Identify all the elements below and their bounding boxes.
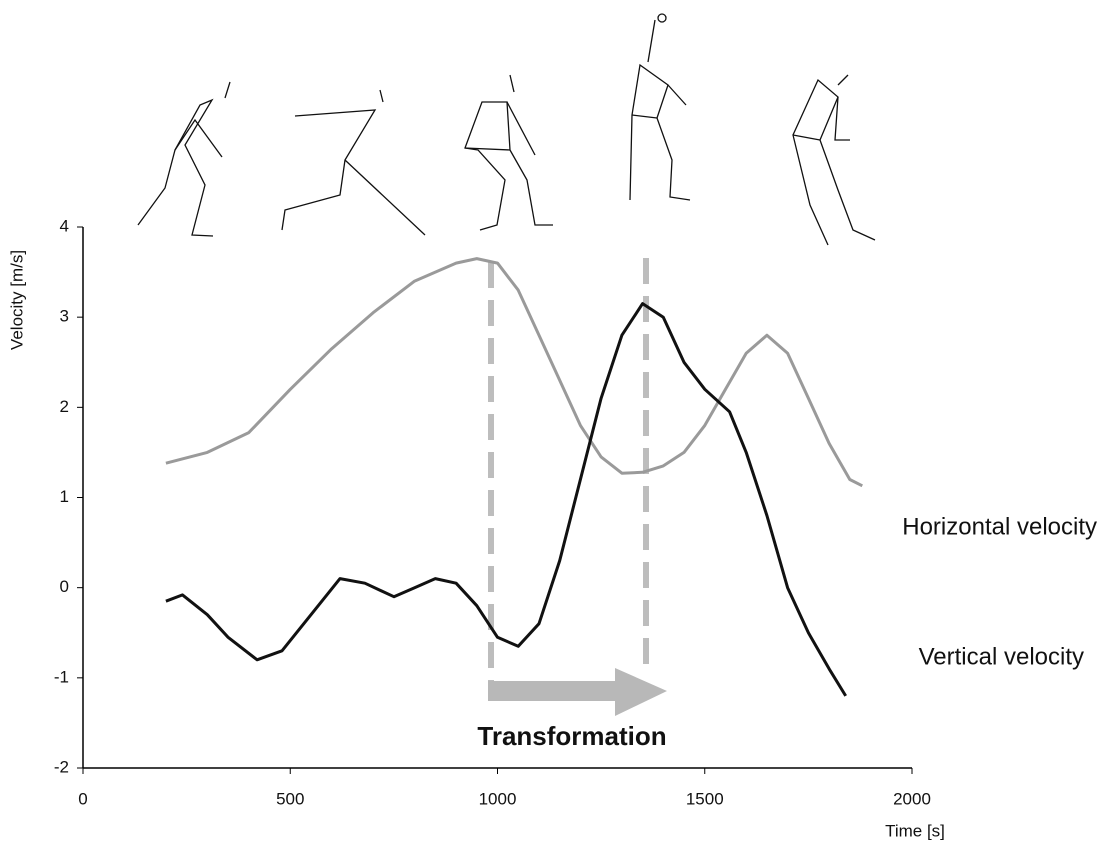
y-tick-label: -2 [54,757,69,776]
y-tick-label: 3 [60,307,69,326]
y-axis-title: Velocity [m/s] [7,250,26,350]
y-tick-label: 4 [60,216,69,235]
x-axis-title: Time [s] [885,821,945,840]
y-tick-label: 2 [60,397,69,416]
x-tick-label: 1000 [479,789,517,808]
annotation: Transformation [477,721,666,751]
transformation-arrow [488,668,667,716]
series-line [165,257,863,488]
y-tick-label: 1 [60,487,69,506]
y-tick-label: 0 [60,577,69,596]
x-tick-label: 500 [276,789,304,808]
x-tick-label: 1500 [686,789,724,808]
x-tick-label: 2000 [893,789,931,808]
y-tick-label: -1 [54,667,69,686]
series-label: Horizontal velocity [902,513,1097,540]
stick-figures [137,13,876,246]
series-label: Vertical velocity [919,643,1084,670]
x-tick-label: 0 [78,789,87,808]
series-line [165,302,847,697]
